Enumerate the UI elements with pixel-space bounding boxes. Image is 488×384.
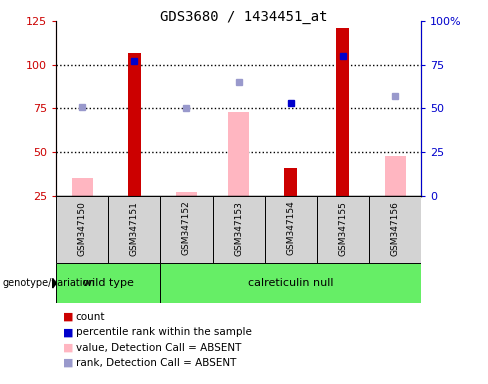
FancyBboxPatch shape — [161, 263, 421, 303]
Bar — [72, 178, 93, 196]
Bar — [128, 53, 141, 196]
Bar — [176, 192, 197, 196]
Text: GSM347152: GSM347152 — [182, 201, 191, 255]
Text: GDS3680 / 1434451_at: GDS3680 / 1434451_at — [160, 10, 328, 23]
Text: genotype/variation: genotype/variation — [2, 278, 95, 288]
Text: ■: ■ — [63, 312, 74, 322]
FancyBboxPatch shape — [56, 263, 161, 303]
Bar — [284, 168, 297, 196]
FancyBboxPatch shape — [264, 196, 317, 263]
Text: GSM347155: GSM347155 — [338, 201, 347, 255]
Polygon shape — [53, 278, 56, 288]
Text: GSM347156: GSM347156 — [390, 201, 400, 255]
Text: wild type: wild type — [83, 278, 134, 288]
Text: ■: ■ — [63, 358, 74, 368]
FancyBboxPatch shape — [369, 196, 421, 263]
FancyBboxPatch shape — [161, 196, 213, 263]
Bar — [385, 156, 406, 196]
Text: ■: ■ — [63, 343, 74, 353]
FancyBboxPatch shape — [213, 196, 264, 263]
Text: count: count — [76, 312, 105, 322]
Text: percentile rank within the sample: percentile rank within the sample — [76, 327, 251, 337]
Text: calreticulin null: calreticulin null — [248, 278, 333, 288]
FancyBboxPatch shape — [317, 196, 369, 263]
Bar — [228, 112, 249, 196]
Bar — [336, 28, 349, 196]
FancyBboxPatch shape — [108, 196, 161, 263]
FancyBboxPatch shape — [56, 196, 108, 263]
Text: GSM347154: GSM347154 — [286, 201, 295, 255]
Text: rank, Detection Call = ABSENT: rank, Detection Call = ABSENT — [76, 358, 236, 368]
Text: GSM347153: GSM347153 — [234, 201, 243, 255]
Text: GSM347150: GSM347150 — [78, 201, 87, 255]
Text: ■: ■ — [63, 327, 74, 337]
Text: GSM347151: GSM347151 — [130, 201, 139, 255]
Text: value, Detection Call = ABSENT: value, Detection Call = ABSENT — [76, 343, 241, 353]
